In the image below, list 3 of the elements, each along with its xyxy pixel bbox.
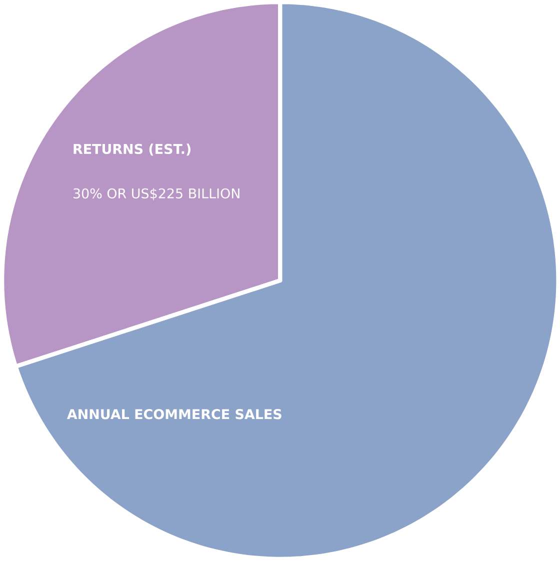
data-label: 30% OR US$225 BILLION	[73, 188, 240, 200]
slice-label: RETURNS (EST.)	[74, 144, 190, 156]
slice-label: ANNUAL ECOMMERCE SALES	[66, 409, 282, 420]
